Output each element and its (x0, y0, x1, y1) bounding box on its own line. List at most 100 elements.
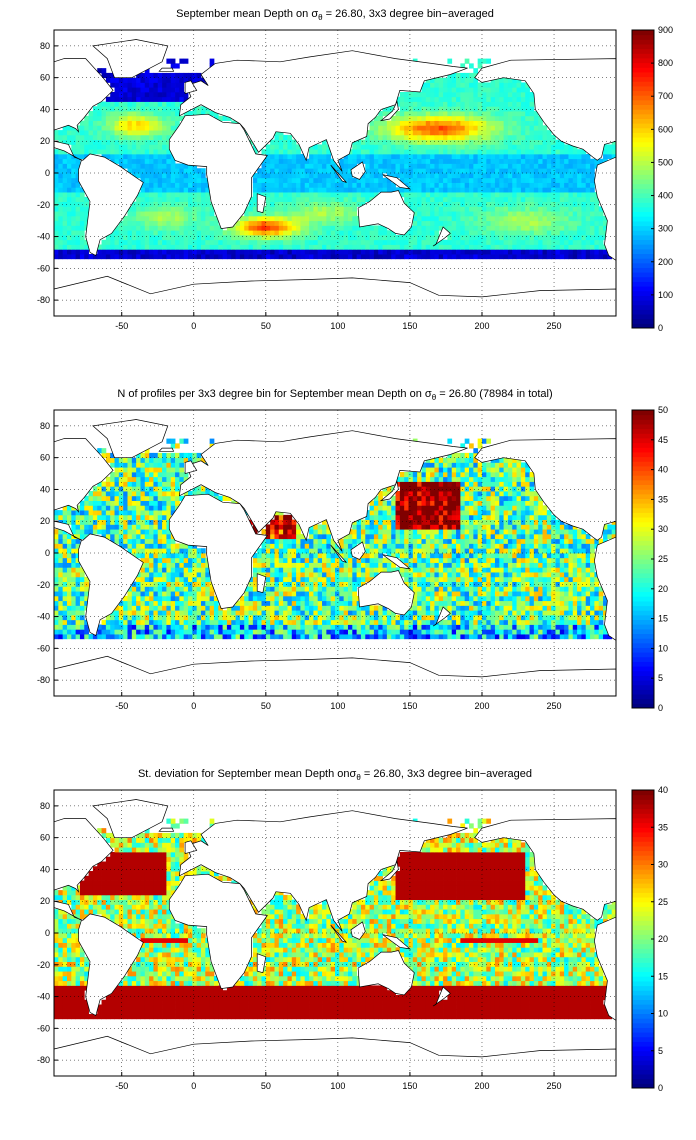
data-cell (443, 600, 448, 606)
data-cell (486, 87, 492, 93)
data-cell (179, 58, 185, 64)
data-cell (447, 106, 453, 112)
data-cell (516, 82, 522, 88)
data-cell (516, 234, 522, 241)
data-cell (183, 244, 189, 250)
data-cell (464, 244, 470, 250)
data-cell (425, 111, 431, 117)
data-cell (378, 173, 383, 179)
data-cell (486, 196, 492, 202)
data-cell (270, 201, 275, 207)
data-cell (278, 149, 284, 155)
data-cell (153, 168, 159, 174)
data-cell (434, 82, 440, 88)
data-cell (572, 206, 578, 212)
data-cell (451, 77, 457, 83)
data-cell (62, 610, 68, 616)
data-cell (205, 234, 211, 241)
data-cell (456, 182, 461, 188)
data-cell (157, 614, 163, 621)
data-cell (395, 249, 401, 255)
data-cell (58, 614, 64, 621)
data-cell (183, 249, 189, 255)
y-tick-label: 20 (40, 136, 50, 146)
data-cell (162, 634, 167, 640)
data-cell (559, 605, 565, 611)
data-cell (477, 91, 483, 98)
data-cell (473, 72, 479, 79)
data-cell (443, 91, 448, 98)
data-cell (529, 624, 535, 630)
data-cell (399, 619, 405, 625)
data-cell (507, 591, 513, 597)
data-cell (456, 77, 461, 83)
data-cell (360, 230, 366, 236)
data-cell (62, 211, 68, 217)
data-cell (568, 225, 574, 231)
data-cell (183, 624, 189, 630)
data-cell (196, 77, 202, 83)
data-cell (559, 215, 565, 222)
data-cell (559, 586, 565, 592)
data-cell (499, 82, 504, 88)
data-cell (520, 177, 526, 183)
data-cell (66, 220, 72, 226)
data-cell (555, 211, 561, 217)
data-cell (144, 130, 150, 136)
data-cell (603, 634, 608, 640)
data-cell (131, 139, 137, 145)
data-cell (611, 153, 617, 160)
data-cell (477, 586, 483, 592)
data-cell (153, 139, 159, 145)
data-cell (529, 153, 535, 160)
data-cell (447, 225, 453, 231)
data-cell (438, 163, 444, 169)
data-cell (590, 158, 595, 164)
data-cell (274, 153, 280, 160)
data-cell (369, 605, 375, 611)
data-cell (590, 249, 595, 255)
data-cell (149, 115, 154, 121)
data-cell (88, 111, 94, 117)
data-cell (222, 249, 228, 255)
data-cell (131, 168, 137, 174)
data-cell (274, 206, 280, 212)
data-cell (166, 139, 172, 145)
data-cell (75, 177, 81, 183)
data-cell (79, 206, 85, 212)
data-cell (425, 254, 431, 260)
data-cell (520, 230, 526, 236)
data-cell (118, 106, 124, 112)
data-cell (239, 595, 245, 602)
data-cell (84, 595, 89, 602)
data-cell (196, 196, 202, 202)
data-cell (278, 254, 284, 260)
data-cell (84, 139, 89, 145)
data-cell (296, 177, 301, 183)
data-cell (486, 220, 492, 226)
data-cell (127, 634, 133, 640)
data-cell (391, 244, 396, 250)
data-cell (101, 629, 107, 635)
data-cell (607, 144, 613, 150)
data-cell (460, 87, 466, 93)
data-cell (559, 244, 565, 250)
data-cell (330, 211, 336, 217)
data-cell (300, 244, 306, 250)
data-cell (166, 158, 172, 164)
data-cell (339, 230, 345, 236)
data-cell (460, 624, 466, 630)
data-cell (443, 581, 448, 587)
data-cell (200, 249, 206, 255)
data-cell (525, 153, 530, 160)
data-cell (188, 163, 193, 169)
data-cell (153, 77, 159, 83)
data-cell (244, 206, 249, 212)
data-cell (464, 134, 470, 141)
data-cell (257, 614, 262, 621)
data-cell (287, 244, 293, 250)
data-cell (244, 610, 249, 616)
data-cell (568, 196, 574, 202)
data-cell (300, 206, 306, 212)
data-cell (460, 634, 466, 640)
